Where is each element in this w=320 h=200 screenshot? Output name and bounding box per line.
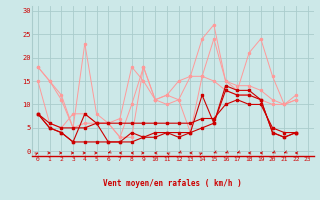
X-axis label: Vent moyen/en rafales ( km/h ): Vent moyen/en rafales ( km/h ) [103,179,242,188]
